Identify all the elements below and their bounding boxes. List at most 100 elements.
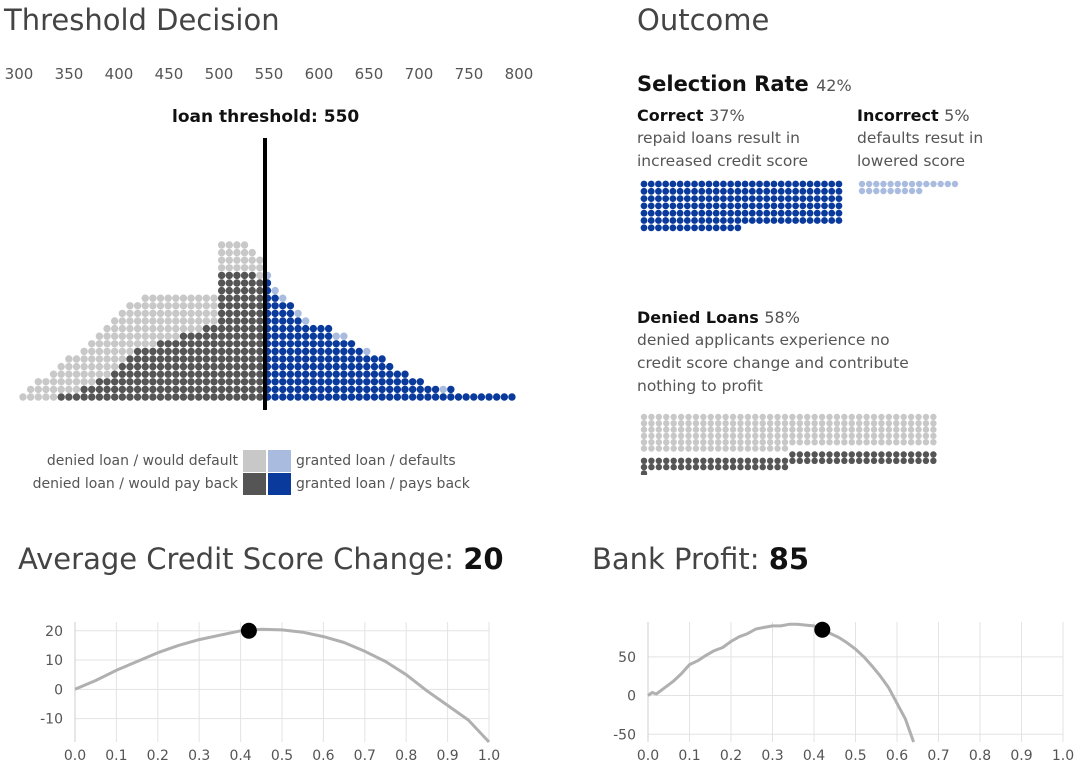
applicant-dot xyxy=(271,309,279,318)
denied-dot xyxy=(848,439,855,446)
denied-dot xyxy=(781,426,789,433)
correct-dot xyxy=(720,187,727,195)
denied-dot xyxy=(893,426,900,433)
applicant-dot xyxy=(118,347,127,356)
denied-dot xyxy=(677,463,685,471)
denied-dot xyxy=(855,451,863,458)
threshold-marker[interactable] xyxy=(240,622,257,639)
denied-dot xyxy=(781,445,789,452)
threshold-marker[interactable] xyxy=(814,621,831,638)
applicant-dot xyxy=(217,347,226,356)
denied-dot xyxy=(752,432,759,440)
applicant-dot xyxy=(317,393,325,401)
applicant-dot xyxy=(88,362,96,371)
applicant-dot xyxy=(210,393,218,401)
correct-dot xyxy=(647,187,655,195)
denied-dot xyxy=(670,439,677,446)
denied-dot xyxy=(670,457,677,464)
applicant-dot xyxy=(95,347,104,356)
correct-dot xyxy=(828,187,836,195)
applicant-dot xyxy=(386,362,394,371)
applicant-dot xyxy=(57,362,65,371)
applicant-dot xyxy=(294,362,302,371)
applicant-dot xyxy=(225,271,233,280)
applicant-dot xyxy=(401,378,409,386)
denied-dot xyxy=(737,420,744,427)
denied-dot xyxy=(685,420,692,427)
applicant-dot xyxy=(225,264,233,272)
denied-dot xyxy=(685,439,692,446)
denied-dot xyxy=(700,439,707,446)
y-tick-label: -50 xyxy=(613,727,636,743)
incorrect-dot xyxy=(894,187,901,195)
applicant-dot xyxy=(332,362,340,371)
applicant-dot xyxy=(431,385,440,394)
applicant-dot xyxy=(248,378,256,386)
correct-dot xyxy=(828,195,836,202)
denied-dot xyxy=(752,439,759,446)
applicant-dot xyxy=(233,286,241,295)
correct-dot xyxy=(698,209,706,217)
correct-dot xyxy=(756,195,763,202)
applicant-dot xyxy=(202,393,211,401)
applicant-dot xyxy=(386,378,394,386)
applicant-dot xyxy=(217,355,226,363)
applicant-dot xyxy=(141,393,149,401)
denied-dot xyxy=(781,432,789,440)
applicant-dot xyxy=(195,340,203,348)
applicant-dot xyxy=(172,332,180,340)
selection-rate-label: Selection Rate xyxy=(637,72,809,96)
denied-dot xyxy=(804,420,811,427)
correct-dot xyxy=(734,187,742,195)
correct-dot xyxy=(662,224,670,232)
scale-label: 300 xyxy=(4,65,34,83)
incorrect-desc-line: lowered score xyxy=(857,152,965,170)
denied-dot xyxy=(640,413,648,421)
correct-dot xyxy=(763,209,771,217)
applicant-dot xyxy=(126,302,134,310)
incorrect-dot xyxy=(951,180,959,188)
applicant-dot xyxy=(126,355,134,363)
incorrect-heading: Incorrect 5% xyxy=(857,106,970,125)
threshold-line[interactable] xyxy=(263,138,267,410)
applicant-dot xyxy=(164,347,172,356)
applicant-dot xyxy=(65,393,73,401)
applicant-dot xyxy=(248,309,256,318)
scale-label: 800 xyxy=(504,65,534,83)
correct-dot xyxy=(828,217,836,224)
credit-change-chart: 0.0 0.1 0.2 0.3 0.4 0.5 0.6 0.7 0.8 0.9 1.0 20 10 0 -1… xyxy=(40,622,500,764)
applicant-dot xyxy=(447,393,455,401)
applicant-dot xyxy=(65,362,73,371)
denied-dot xyxy=(826,426,833,433)
x-tick-label: 0.4 xyxy=(229,748,251,764)
selection-rate-heading: Selection Rate 42% xyxy=(637,72,852,96)
applicant-dot xyxy=(187,370,195,378)
denied-dot xyxy=(885,420,893,427)
incorrect-label: Incorrect xyxy=(857,106,939,125)
applicant-dot xyxy=(386,393,394,401)
scale-label: 550 xyxy=(254,65,284,83)
incorrect-dot xyxy=(880,180,887,188)
applicant-dot xyxy=(103,332,111,340)
applicant-dot xyxy=(424,385,432,394)
applicant-dot xyxy=(179,385,188,394)
legend-swatch-denied-default xyxy=(243,450,266,472)
correct-dot xyxy=(748,202,756,210)
denied-dot xyxy=(640,445,648,452)
denied-dot xyxy=(781,413,789,421)
applicant-dot xyxy=(256,317,264,325)
applicant-dot xyxy=(309,385,318,394)
applicant-dot xyxy=(240,378,249,386)
correct-dot xyxy=(640,187,648,195)
correct-dot xyxy=(821,180,828,188)
denied-dot xyxy=(744,420,752,427)
applicant-dot xyxy=(149,332,157,340)
y-tick-label: 50 xyxy=(618,650,636,666)
applicant-dot xyxy=(195,385,203,394)
correct-dot xyxy=(712,187,720,195)
applicant-dot xyxy=(217,385,226,394)
applicant-dot xyxy=(80,378,88,386)
denied-dot xyxy=(722,445,729,452)
applicant-dot xyxy=(240,241,249,249)
denied-dot xyxy=(759,439,766,446)
